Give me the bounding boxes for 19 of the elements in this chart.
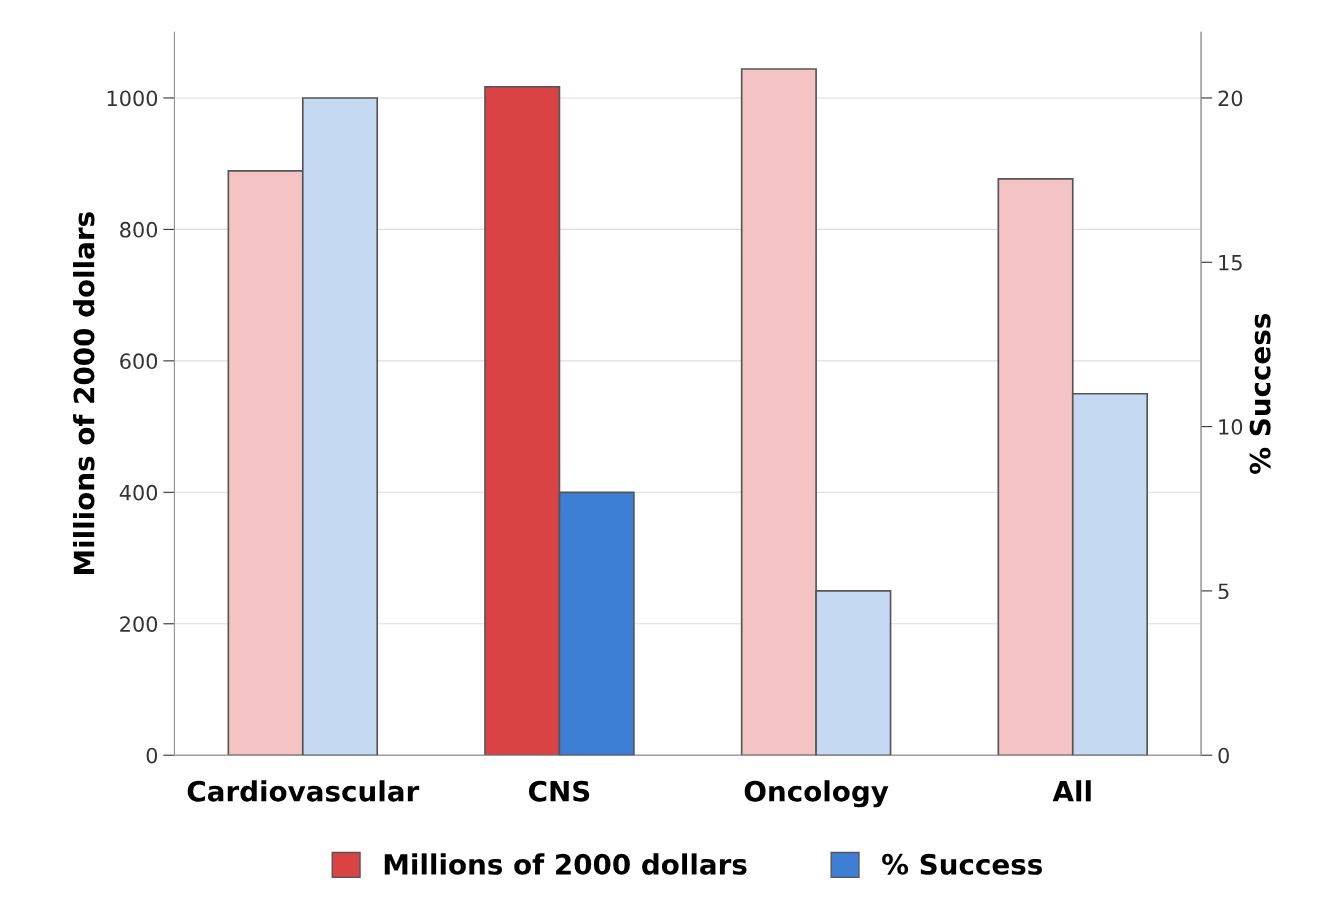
y-axis-title: Millions of 2000 dollars <box>73 212 95 574</box>
legend-label: Millions of 2000 dollars <box>384 853 747 875</box>
y-tick-label: 0 <box>146 747 158 764</box>
x-tick-label: Cardiovascular <box>187 780 420 802</box>
y2-tick-label: 0 <box>1218 747 1229 764</box>
y2-tick-label: 5 <box>1218 583 1229 600</box>
x-tick-label: Oncology <box>744 780 889 808</box>
y2-axis-title: % Success <box>1249 313 1271 474</box>
x-tick-label: All <box>1052 780 1091 802</box>
y-tick-label: 400 <box>119 484 158 501</box>
x-tick-label: CNS <box>529 780 590 802</box>
legend-label: % Success <box>882 853 1042 875</box>
y-tick-label: 800 <box>120 221 158 238</box>
y2-tick-label: 10 <box>1219 419 1243 435</box>
y-tick-label: 1000 <box>107 90 158 107</box>
y-tick-label: 200 <box>120 616 158 632</box>
y-tick-label: 600 <box>120 353 158 370</box>
y2-tick-label: 15 <box>1219 255 1242 271</box>
y2-tick-label: 20 <box>1218 90 1243 107</box>
